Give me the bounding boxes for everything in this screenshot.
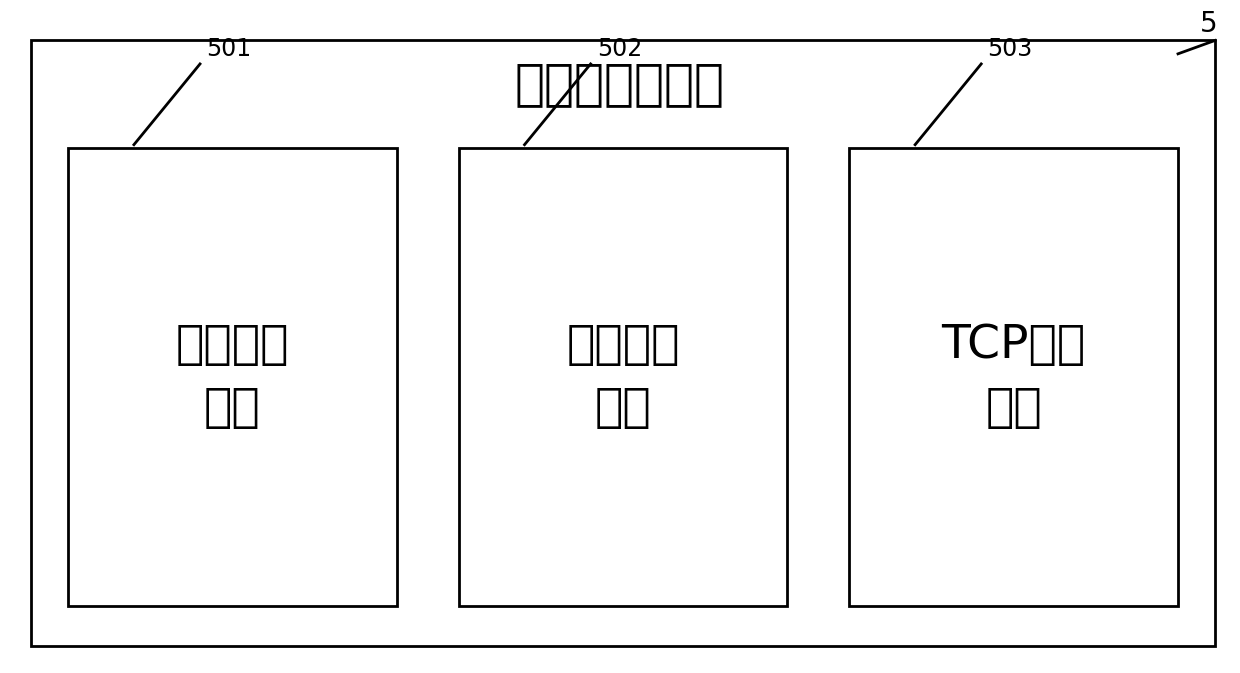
Bar bbox=[459, 148, 787, 606]
Bar bbox=[68, 148, 397, 606]
Bar bbox=[849, 148, 1178, 606]
Text: 503: 503 bbox=[987, 36, 1033, 61]
Text: 501: 501 bbox=[206, 36, 252, 61]
Text: 5: 5 bbox=[1200, 9, 1218, 38]
Text: 缺陷生成
模块: 缺陷生成 模块 bbox=[567, 323, 680, 431]
Text: 界面操作
模块: 界面操作 模块 bbox=[176, 323, 289, 431]
Text: 502: 502 bbox=[596, 36, 642, 61]
Text: TCP通信
模块: TCP通信 模块 bbox=[941, 323, 1086, 431]
Text: 触屏显示一体机: 触屏显示一体机 bbox=[515, 60, 725, 108]
